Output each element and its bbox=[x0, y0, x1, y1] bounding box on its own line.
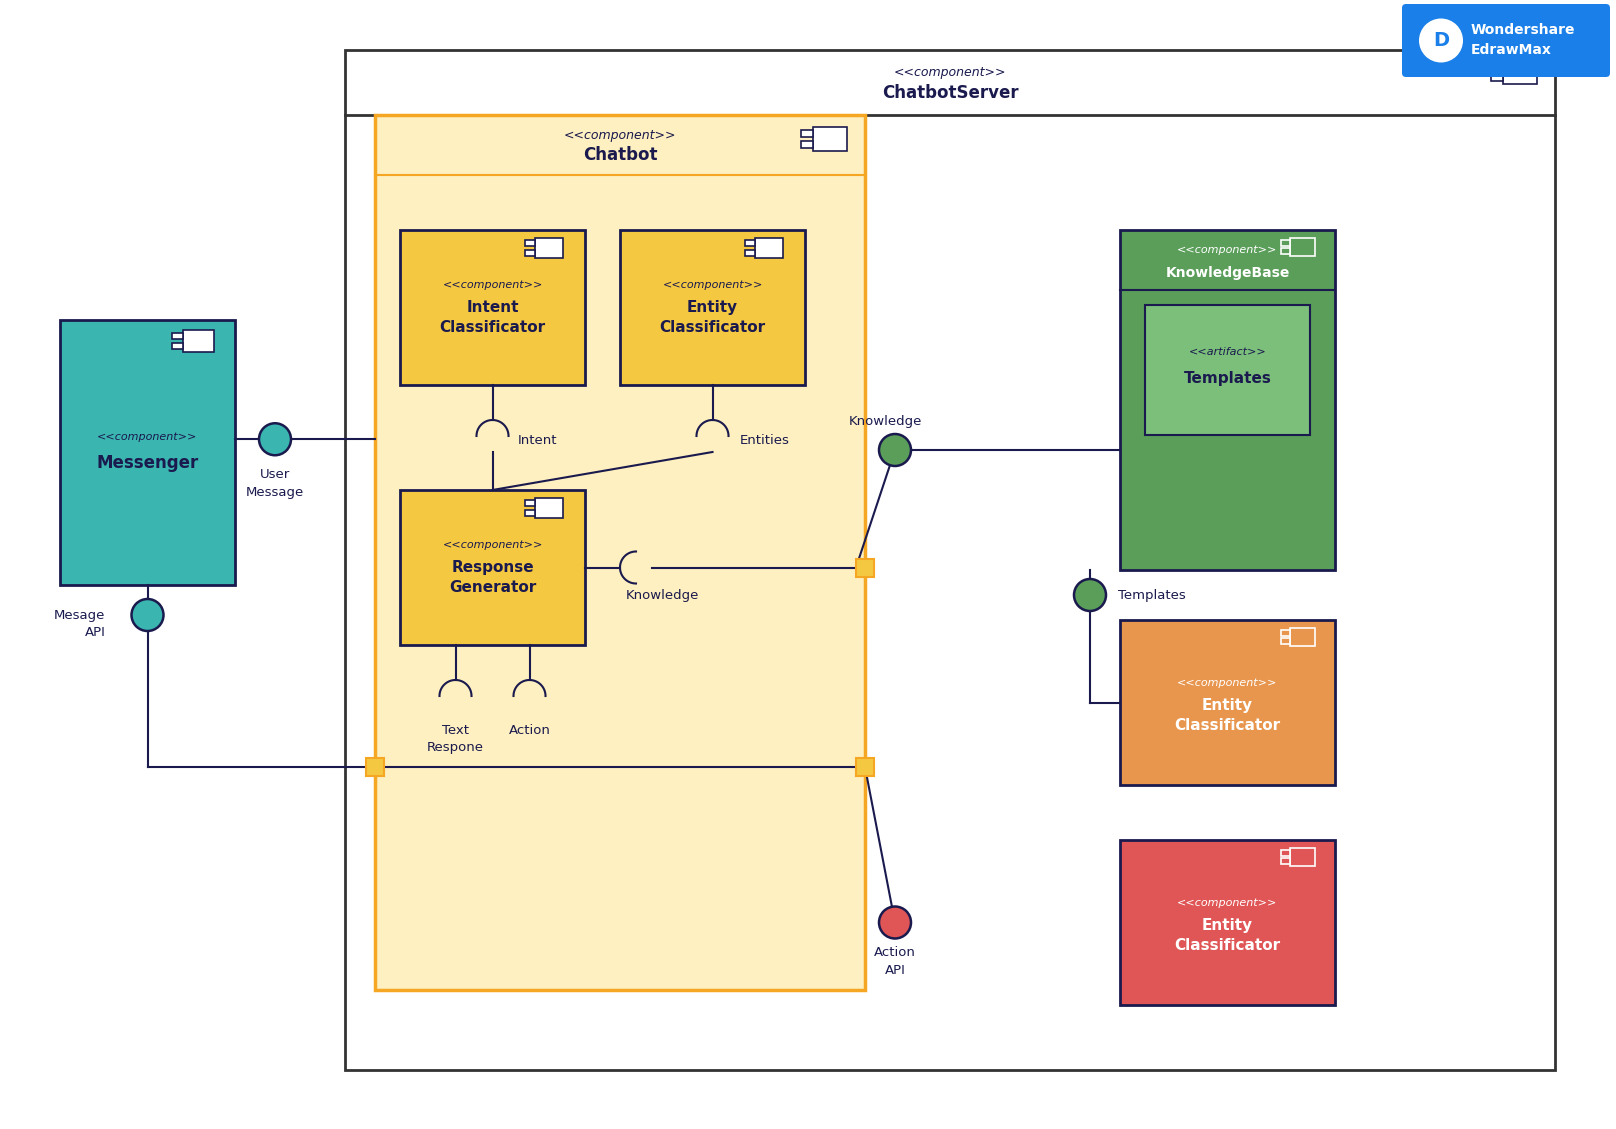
Text: <<component>>: <<component>> bbox=[97, 432, 197, 443]
Bar bbox=[1281, 638, 1290, 644]
Bar bbox=[60, 320, 234, 585]
Text: Classificator: Classificator bbox=[659, 320, 766, 335]
Text: Action: Action bbox=[509, 724, 551, 736]
Bar bbox=[1146, 305, 1311, 435]
Bar bbox=[1492, 63, 1503, 70]
Text: KnowledgeBase: KnowledgeBase bbox=[1165, 266, 1290, 280]
Bar bbox=[856, 559, 874, 577]
Text: Templates: Templates bbox=[1183, 370, 1272, 385]
Text: <<artifact>>: <<artifact>> bbox=[1189, 347, 1267, 357]
Bar bbox=[535, 498, 562, 518]
Text: Classificator: Classificator bbox=[440, 320, 546, 335]
Text: Entity: Entity bbox=[687, 300, 739, 315]
Text: Entity: Entity bbox=[1202, 918, 1252, 933]
Text: Messenger: Messenger bbox=[97, 454, 199, 472]
Bar bbox=[1503, 60, 1537, 84]
Text: Templates: Templates bbox=[1118, 588, 1186, 602]
Bar bbox=[1281, 630, 1290, 636]
Bar bbox=[525, 500, 535, 507]
Text: Classificator: Classificator bbox=[1175, 718, 1280, 733]
Text: <<component>>: <<component>> bbox=[894, 65, 1007, 79]
Bar bbox=[1281, 248, 1290, 254]
Text: ChatbotServer: ChatbotServer bbox=[882, 84, 1018, 102]
Text: Generator: Generator bbox=[449, 580, 537, 595]
Bar bbox=[802, 141, 813, 148]
Bar bbox=[1281, 850, 1290, 856]
Text: Wondershare: Wondershare bbox=[1471, 24, 1576, 37]
Text: Mesage: Mesage bbox=[53, 609, 105, 621]
Bar bbox=[525, 250, 535, 255]
Bar bbox=[401, 230, 585, 385]
Circle shape bbox=[1075, 579, 1105, 611]
Text: Knowledge: Knowledge bbox=[625, 589, 698, 602]
Text: <<component>>: <<component>> bbox=[443, 541, 543, 551]
Bar bbox=[1120, 620, 1335, 785]
Text: EdrawMax: EdrawMax bbox=[1471, 44, 1551, 58]
Text: Intent: Intent bbox=[467, 300, 519, 315]
Text: Intent: Intent bbox=[517, 434, 558, 446]
Text: User: User bbox=[260, 467, 291, 481]
Text: <<component>>: <<component>> bbox=[443, 280, 543, 290]
Text: <<component>>: <<component>> bbox=[1178, 245, 1278, 255]
Bar bbox=[1290, 628, 1315, 646]
Bar bbox=[745, 250, 755, 255]
Bar bbox=[802, 130, 813, 137]
Bar bbox=[745, 240, 755, 246]
Text: Entities: Entities bbox=[740, 434, 790, 446]
Text: Text: Text bbox=[443, 724, 469, 736]
Circle shape bbox=[879, 907, 911, 938]
Bar bbox=[1290, 238, 1315, 256]
Text: Entity: Entity bbox=[1202, 698, 1252, 714]
Text: <<component>>: <<component>> bbox=[564, 129, 675, 141]
Bar bbox=[1120, 230, 1335, 570]
Text: API: API bbox=[884, 964, 905, 977]
Bar bbox=[1290, 848, 1315, 866]
Circle shape bbox=[259, 423, 291, 455]
Text: <<component>>: <<component>> bbox=[1178, 677, 1278, 688]
FancyBboxPatch shape bbox=[1403, 5, 1610, 77]
Text: Message: Message bbox=[246, 485, 304, 499]
Circle shape bbox=[879, 434, 911, 466]
Bar bbox=[813, 126, 847, 151]
Bar bbox=[525, 509, 535, 516]
Circle shape bbox=[131, 599, 163, 631]
Bar bbox=[375, 115, 865, 990]
Text: Classificator: Classificator bbox=[1175, 938, 1280, 953]
Text: <<component>>: <<component>> bbox=[1178, 898, 1278, 908]
Bar bbox=[621, 230, 805, 385]
Bar bbox=[344, 50, 1555, 1070]
Text: Chatbot: Chatbot bbox=[583, 146, 658, 164]
Bar bbox=[755, 238, 784, 259]
Text: D: D bbox=[1433, 30, 1450, 50]
Text: Response: Response bbox=[451, 560, 533, 575]
Circle shape bbox=[1419, 18, 1462, 62]
Bar bbox=[525, 240, 535, 246]
Text: Knowledge: Knowledge bbox=[848, 415, 921, 429]
Bar bbox=[171, 343, 183, 349]
Bar bbox=[1281, 858, 1290, 864]
Text: API: API bbox=[84, 627, 105, 639]
Bar bbox=[856, 758, 874, 776]
Text: Respone: Respone bbox=[427, 742, 485, 754]
Text: <<component>>: <<component>> bbox=[663, 280, 763, 290]
Bar bbox=[1281, 240, 1290, 246]
Bar bbox=[1120, 840, 1335, 1005]
Bar bbox=[171, 333, 183, 339]
Bar bbox=[183, 330, 213, 352]
Bar bbox=[1492, 73, 1503, 81]
Bar bbox=[535, 238, 562, 259]
Bar bbox=[401, 490, 585, 645]
Text: Action: Action bbox=[874, 946, 916, 959]
Bar bbox=[365, 758, 385, 776]
